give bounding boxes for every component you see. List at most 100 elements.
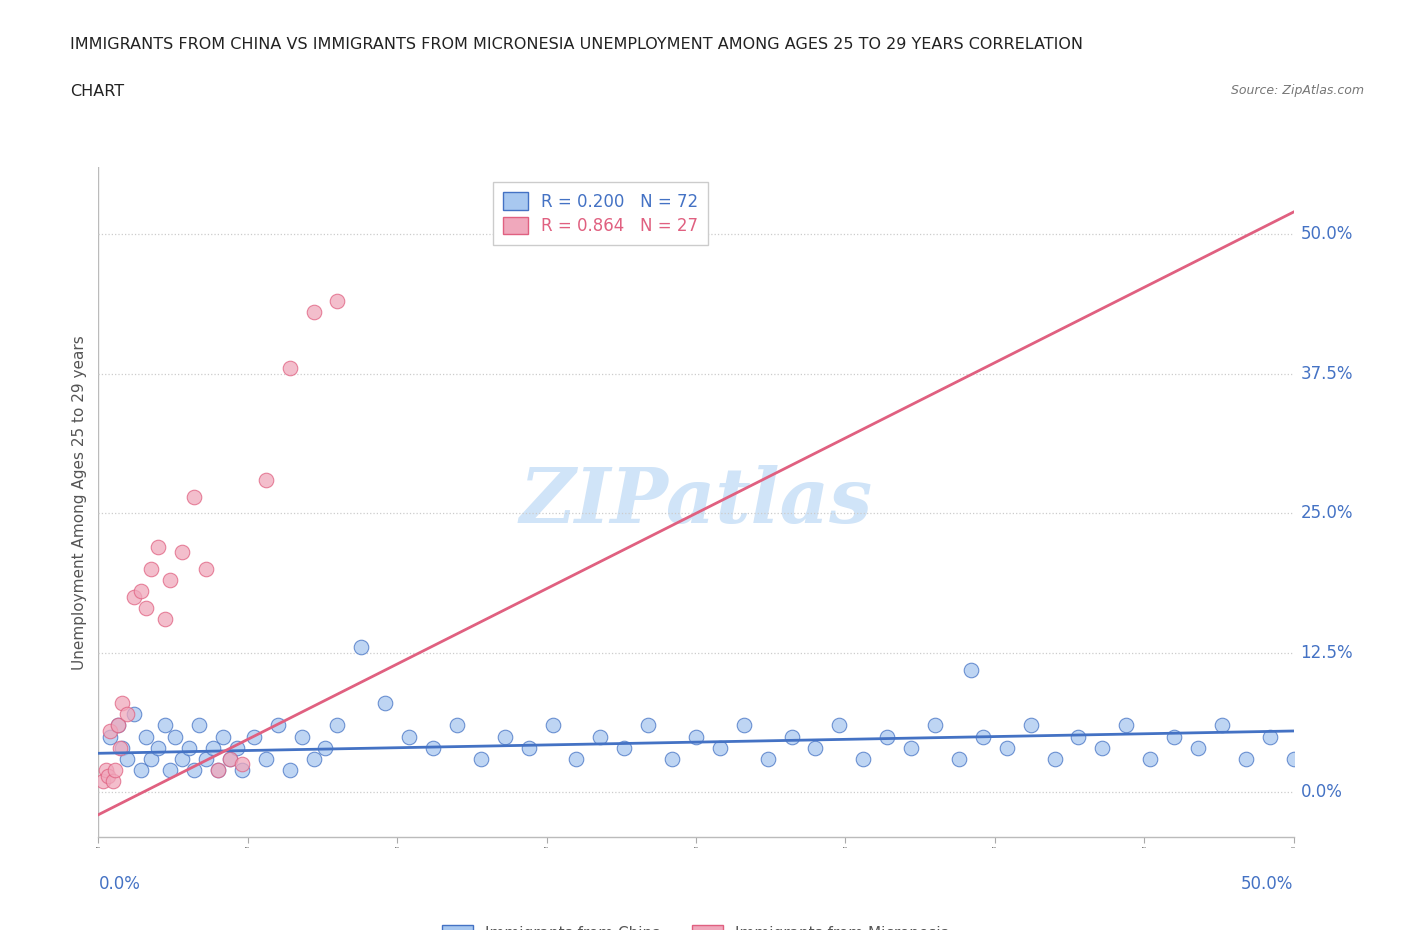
Point [613, 740, 636, 755]
Point [98, 724, 122, 738]
Point [139, 562, 162, 577]
Point [226, 740, 249, 755]
Text: 37.5%: 37.5% [1301, 365, 1353, 383]
Point [876, 729, 898, 744]
Point [1282, 751, 1305, 766]
Point [422, 740, 444, 755]
Point [111, 696, 134, 711]
Point [756, 751, 779, 766]
Point [94, 763, 117, 777]
Point [231, 763, 253, 777]
Point [1211, 718, 1233, 733]
Point [131, 584, 153, 599]
Point [187, 718, 209, 733]
Point [1091, 740, 1114, 755]
Point [159, 763, 181, 777]
Point [326, 294, 349, 309]
Point [780, 729, 803, 744]
Point [972, 729, 994, 744]
Point [267, 718, 290, 733]
Text: 0.0%: 0.0% [98, 874, 141, 893]
Point [202, 740, 225, 755]
Legend: Immigrants from China, Immigrants from Micronesia: Immigrants from China, Immigrants from M… [433, 915, 959, 930]
Point [398, 729, 420, 744]
Point [124, 707, 146, 722]
Point [278, 763, 301, 777]
Point [183, 763, 205, 777]
Point [637, 718, 659, 733]
Text: CHART: CHART [70, 84, 124, 99]
Point [139, 751, 162, 766]
Text: 12.5%: 12.5% [1301, 644, 1353, 662]
Point [108, 740, 131, 755]
Point [148, 740, 170, 755]
Text: 25.0%: 25.0% [1301, 504, 1353, 523]
Text: 50.0%: 50.0% [1301, 225, 1353, 244]
Point [231, 757, 253, 772]
Point [709, 740, 731, 755]
Point [1139, 751, 1161, 766]
Point [219, 751, 242, 766]
Point [494, 729, 516, 744]
Point [1115, 718, 1137, 733]
Point [98, 729, 122, 744]
Text: 0.0%: 0.0% [1301, 783, 1343, 802]
Point [959, 662, 981, 677]
Point [1067, 729, 1090, 744]
Point [115, 751, 138, 766]
Point [1187, 740, 1209, 755]
Point [104, 763, 127, 777]
Point [101, 774, 124, 789]
Point [852, 751, 875, 766]
Point [107, 718, 129, 733]
Point [1234, 751, 1257, 766]
Point [135, 729, 157, 744]
Point [302, 305, 325, 320]
Point [589, 729, 612, 744]
Point [254, 472, 277, 487]
Point [315, 740, 337, 755]
Point [155, 718, 177, 733]
Point [1043, 751, 1066, 766]
Point [194, 562, 217, 577]
Y-axis label: Unemployment Among Ages 25 to 29 years: Unemployment Among Ages 25 to 29 years [72, 335, 87, 670]
Point [685, 729, 707, 744]
Point [733, 718, 755, 733]
Point [948, 751, 970, 766]
Point [172, 751, 194, 766]
Point [1258, 729, 1281, 744]
Text: ZIPatlas: ZIPatlas [519, 465, 873, 539]
Point [326, 718, 349, 733]
Point [243, 729, 266, 744]
Point [207, 763, 229, 777]
Text: Source: ZipAtlas.com: Source: ZipAtlas.com [1230, 84, 1364, 97]
Point [1163, 729, 1185, 744]
Point [131, 763, 153, 777]
Point [148, 539, 170, 554]
Point [155, 612, 177, 627]
Point [111, 740, 134, 755]
Point [172, 545, 194, 560]
Point [1019, 718, 1042, 733]
Point [278, 361, 301, 376]
Point [207, 763, 229, 777]
Point [163, 729, 186, 744]
Point [828, 718, 851, 733]
Point [159, 573, 181, 588]
Point [374, 696, 396, 711]
Point [470, 751, 492, 766]
Point [91, 774, 114, 789]
Point [194, 751, 217, 766]
Point [219, 751, 242, 766]
Point [183, 489, 205, 504]
Point [804, 740, 827, 755]
Point [900, 740, 922, 755]
Point [302, 751, 325, 766]
Point [179, 740, 201, 755]
Point [211, 729, 233, 744]
Point [97, 768, 120, 783]
Point [124, 590, 146, 604]
Text: 50.0%: 50.0% [1241, 874, 1294, 893]
Point [541, 718, 564, 733]
Point [924, 718, 946, 733]
